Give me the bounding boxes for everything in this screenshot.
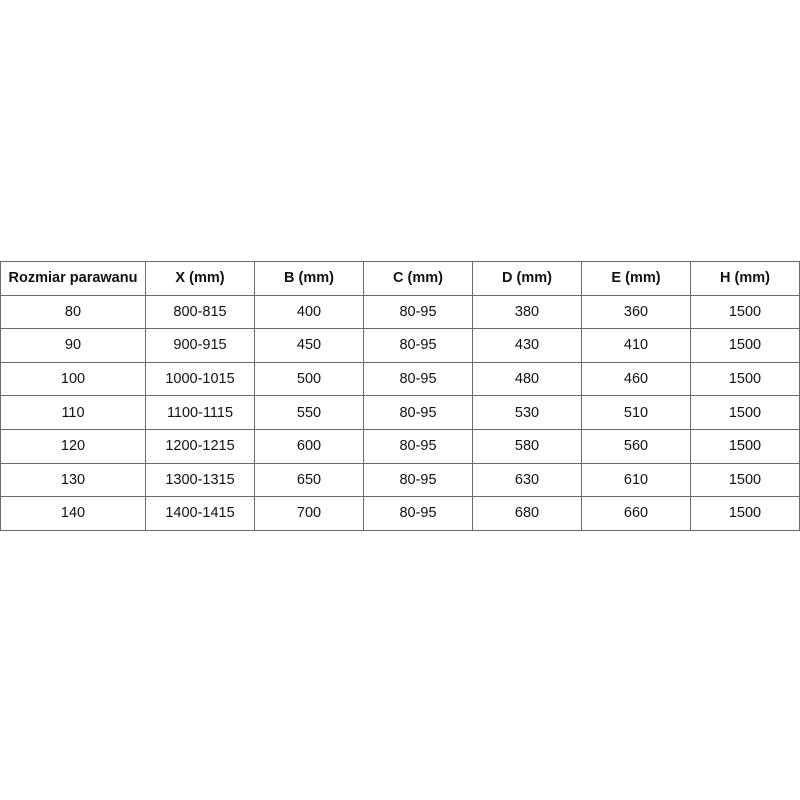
- table-cell: 1300-1315: [145, 462, 255, 498]
- table-row: 140 1400-1415 700 80-95 680 660 1500: [0, 496, 800, 531]
- table-cell: 510: [581, 395, 691, 430]
- table-cell: 580: [472, 428, 582, 464]
- table-cell: 410: [581, 328, 691, 363]
- table-cell: 80-95: [363, 395, 473, 430]
- table-cell: 550: [254, 395, 364, 430]
- table-cell: 80-95: [363, 294, 473, 330]
- table-cell: 1500: [690, 496, 800, 531]
- column-header: D (mm): [472, 261, 582, 296]
- table-cell: 700: [254, 496, 364, 531]
- table-cell: 380: [472, 294, 582, 330]
- column-header: H (mm): [690, 261, 800, 296]
- table-cell: 1500: [690, 395, 800, 430]
- table-cell: 80-95: [363, 462, 473, 498]
- table-cell: 450: [254, 328, 364, 363]
- table-row: 100 1000-1015 500 80-95 480 460 1500: [0, 361, 800, 397]
- table-cell: 900-915: [145, 328, 255, 363]
- column-header: Rozmiar parawanu: [0, 261, 146, 296]
- table-cell: 80-95: [363, 361, 473, 397]
- table-cell: 600: [254, 428, 364, 464]
- table-cell: 130: [0, 462, 146, 498]
- table-row: 80 800-815 400 80-95 380 360 1500: [0, 294, 800, 330]
- table-cell: 660: [581, 496, 691, 531]
- table-cell: 360: [581, 294, 691, 330]
- table-cell: 1000-1015: [145, 361, 255, 397]
- table-row: 120 1200-1215 600 80-95 580 560 1500: [0, 428, 800, 464]
- table-cell: 140: [0, 496, 146, 531]
- table-row: 90 900-915 450 80-95 430 410 1500: [0, 328, 800, 363]
- dimensions-table: Rozmiar parawanu X (mm) B (mm) C (mm) D (mm)…: [0, 261, 800, 531]
- table-cell: 430: [472, 328, 582, 363]
- table-cell: 680: [472, 496, 582, 531]
- table-cell: 1200-1215: [145, 428, 255, 464]
- column-header: E (mm): [581, 261, 691, 296]
- table-cell: 800-815: [145, 294, 255, 330]
- column-header: B (mm): [254, 261, 364, 296]
- table-cell: 80-95: [363, 428, 473, 464]
- table-cell: 110: [0, 395, 146, 430]
- table-cell: 500: [254, 361, 364, 397]
- table-cell: 80: [0, 294, 146, 330]
- table-cell: 650: [254, 462, 364, 498]
- table-cell: 530: [472, 395, 582, 430]
- table-cell: 120: [0, 428, 146, 464]
- table-cell: 1500: [690, 294, 800, 330]
- table-cell: 1100-1115: [145, 395, 255, 430]
- table-row: 110 1100-1115 550 80-95 530 510 1500: [0, 395, 800, 430]
- table-cell: 1500: [690, 361, 800, 397]
- table-cell: 400: [254, 294, 364, 330]
- header-row: Rozmiar parawanu X (mm) B (mm) C (mm) D (mm)…: [0, 261, 800, 296]
- table-cell: 80-95: [363, 328, 473, 363]
- table-row: 130 1300-1315 650 80-95 630 610 1500: [0, 462, 800, 498]
- table-cell: 80-95: [363, 496, 473, 531]
- table-cell: 1500: [690, 328, 800, 363]
- table-cell: 1400-1415: [145, 496, 255, 531]
- table-cell: 1500: [690, 462, 800, 498]
- table-cell: 100: [0, 361, 146, 397]
- table-cell: 560: [581, 428, 691, 464]
- column-header: C (mm): [363, 261, 473, 296]
- table-cell: 90: [0, 328, 146, 363]
- table-cell: 460: [581, 361, 691, 397]
- table-cell: 1500: [690, 428, 800, 464]
- table-cell: 610: [581, 462, 691, 498]
- column-header: X (mm): [145, 261, 255, 296]
- table-cell: 480: [472, 361, 582, 397]
- table-cell: 630: [472, 462, 582, 498]
